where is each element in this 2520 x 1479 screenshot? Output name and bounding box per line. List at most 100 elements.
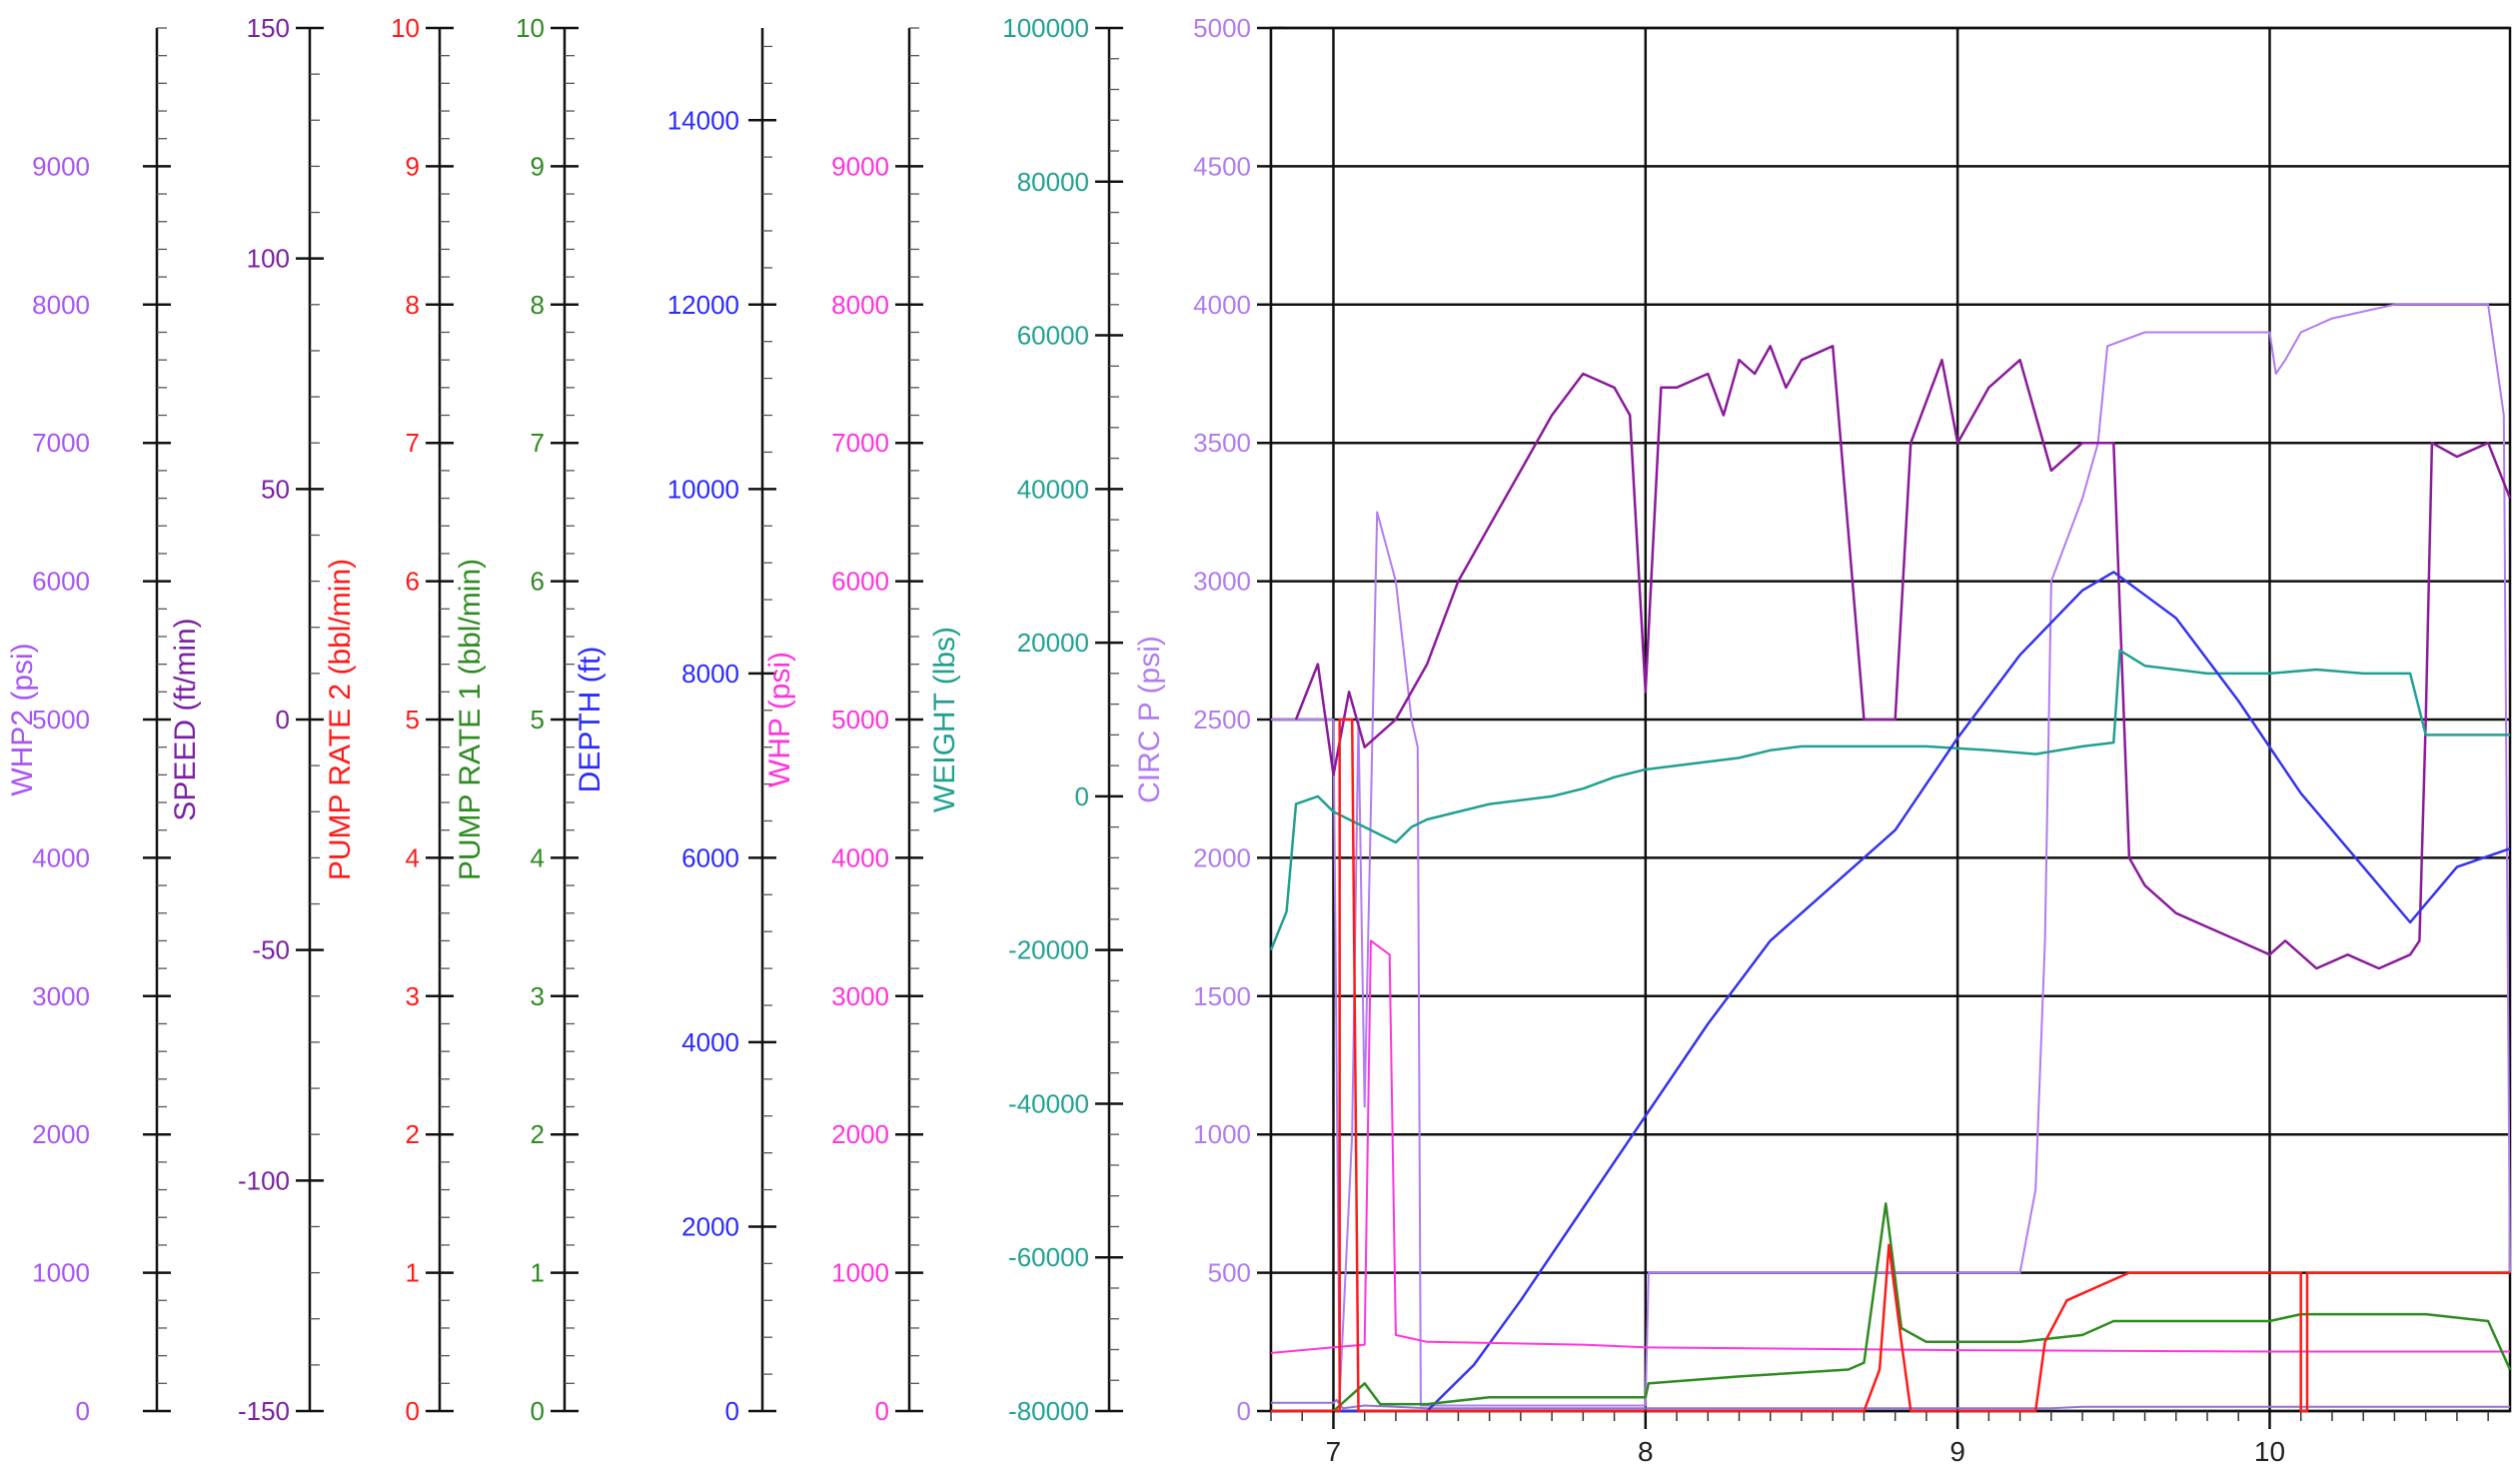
depth-tick-label: 0 — [725, 1396, 739, 1426]
pump1-tick-label: 6 — [531, 567, 545, 597]
weight-tick-label: -60000 — [1008, 1242, 1089, 1272]
pump1-axis: 0 1 2 3 4 5 6 7 8 9 10 PUMP RATE 1 (bbl/min) — [454, 13, 579, 1426]
pump1-tick-label: 5 — [531, 705, 545, 735]
pump1-tick-label: 7 — [531, 428, 545, 458]
weight-tick-label: 100000 — [1002, 13, 1089, 43]
speed-tick-label: 50 — [261, 474, 290, 504]
circ-series-line — [1271, 303, 2511, 1407]
x-tick-label: 9 — [1949, 1436, 1965, 1467]
weight-series-line — [1269, 649, 2510, 951]
circ-tick-label: 0 — [1237, 1396, 1251, 1426]
pump1-tick-label: 4 — [531, 842, 545, 872]
depth-tick-label: 6000 — [681, 842, 739, 872]
whp-tick-label: 7000 — [831, 428, 889, 458]
speed-tick-label: 150 — [247, 13, 290, 43]
pump2-axis-title: PUMP RATE 2 (bbl/min) — [324, 559, 357, 880]
whp-tick-label: 2000 — [831, 1119, 889, 1149]
pump2-series-line — [1271, 718, 2510, 1413]
depth-tick-label: 14000 — [667, 105, 739, 135]
whp-tick-label: 3000 — [831, 981, 889, 1011]
speed-tick-label: 100 — [247, 244, 290, 274]
circ-tick-label: 4500 — [1193, 151, 1251, 181]
depth-axis-title: DEPTH (ft) — [574, 647, 607, 793]
pump1-tick-label: 9 — [531, 151, 545, 181]
speed-axis: -150 -100 -50 0 50 100 150 SPEED (ft/min) — [169, 13, 324, 1426]
weight-tick-label: 60000 — [1017, 321, 1089, 351]
depth-tick-label: 2000 — [681, 1211, 739, 1241]
circ-tick-label: 2000 — [1193, 842, 1251, 872]
weight-tick-label: -20000 — [1008, 935, 1089, 965]
pump1-axis-title: PUMP RATE 1 (bbl/min) — [454, 559, 487, 880]
whp-tick-label: 0 — [875, 1396, 889, 1426]
whp-tick-label: 9000 — [831, 151, 889, 181]
pump2-tick-label: 5 — [406, 705, 420, 735]
pump2-tick-label: 3 — [406, 981, 420, 1011]
whp-tick-label: 6000 — [831, 567, 889, 597]
axis-group: 0100020003000400050006000700080009000WHP… — [6, 13, 1285, 1426]
weight-tick-label: 40000 — [1017, 474, 1089, 504]
weight-axis-title: WEIGHT (lbs) — [928, 627, 961, 812]
circ-tick-label: 1500 — [1193, 981, 1251, 1011]
circ-tick-label: 3500 — [1193, 428, 1251, 458]
x-tick-label: 8 — [1638, 1436, 1654, 1467]
depth-tick-label: 10000 — [667, 474, 739, 504]
pump2-tick-label: 7 — [406, 428, 420, 458]
circ-tick-label: 1000 — [1193, 1119, 1251, 1149]
weight-tick-label: -40000 — [1008, 1088, 1089, 1118]
pump2-tick-label: 1 — [406, 1258, 420, 1288]
plot-grid — [1269, 26, 2512, 1421]
pump2-tick-label: 10 — [391, 13, 420, 43]
pump1-tick-label: 0 — [531, 1396, 545, 1426]
circ-axis: 0 500 1000 1500 2000 2500 3000 3500 4000 4500 5000… — [1133, 13, 1285, 1426]
weight-tick-label: -80000 — [1008, 1396, 1089, 1426]
x-axis: 7 8 9 10 — [1326, 1411, 2285, 1467]
circ-series-line — [1294, 345, 2512, 970]
pump1-tick-label: 10 — [516, 13, 545, 43]
whp2-tick-label: 9000 — [32, 151, 90, 181]
whp2-tick-label: 0 — [76, 1396, 90, 1426]
whp-axis-title: WHP (psi) — [763, 652, 796, 787]
speed-tick-label: 0 — [276, 705, 290, 735]
pump1-tick-label: 8 — [531, 290, 545, 320]
depth-series-line — [1333, 571, 2511, 1413]
x-tick-label: 10 — [2254, 1436, 2285, 1467]
depth-axis: 0 2000 4000 6000 8000 10000 12000 14000 DEPTH (f… — [574, 28, 776, 1426]
circ-tick-label: 3000 — [1193, 567, 1251, 597]
whp2-series-line — [1271, 1398, 2510, 1410]
depth-tick-label: 4000 — [681, 1027, 739, 1057]
depth-tick-label: 8000 — [681, 659, 739, 689]
whp-tick-label: 1000 — [831, 1258, 889, 1288]
speed-tick-label: -50 — [252, 935, 290, 965]
pump2-tick-label: 2 — [406, 1119, 420, 1149]
weight-axis: -80000 -60000 -40000 -20000 0 20000 40000 60000… — [928, 13, 1123, 1426]
pump2-tick-label: 0 — [406, 1396, 420, 1426]
pump2-tick-label: 6 — [406, 567, 420, 597]
circ-axis-title: CIRC P (psi) — [1133, 636, 1166, 803]
whp2-tick-label: 2000 — [32, 1119, 90, 1149]
weight-tick-label: 20000 — [1017, 628, 1089, 658]
pump2-tick-label: 8 — [406, 290, 420, 320]
whp2-axis-title: WHP2 (psi) — [6, 643, 39, 795]
pump2-tick-label: 4 — [406, 842, 420, 872]
circ-tick-label: 5000 — [1193, 13, 1251, 43]
depth-tick-label: 12000 — [667, 290, 739, 320]
whp-tick-label: 8000 — [831, 290, 889, 320]
whp-tick-label: 4000 — [831, 842, 889, 872]
circ-tick-label: 4000 — [1193, 290, 1251, 320]
speed-tick-label: -150 — [238, 1396, 290, 1426]
speed-axis-title: SPEED (ft/min) — [169, 618, 202, 820]
weight-tick-label: 0 — [1075, 781, 1089, 811]
whp-series-line — [1270, 939, 2510, 1354]
pump1-tick-label: 1 — [531, 1258, 545, 1288]
whp2-tick-label: 6000 — [32, 567, 90, 597]
series-group — [1269, 303, 2512, 1413]
x-tick-label: 7 — [1326, 1436, 1342, 1467]
whp-tick-label: 5000 — [831, 705, 889, 735]
circ-tick-label: 500 — [1208, 1258, 1251, 1288]
pump2-axis: 0 1 2 3 4 5 6 7 8 9 10 PUMP RATE 2 (bbl/min) — [324, 13, 454, 1426]
whp-axis: 0 1000 2000 3000 4000 5000 6000 7000 8000 9000 WHP… — [763, 27, 923, 1426]
whp2-tick-label: 8000 — [32, 290, 90, 320]
whp2-tick-label: 7000 — [32, 428, 90, 458]
weight-tick-label: 80000 — [1017, 167, 1089, 197]
